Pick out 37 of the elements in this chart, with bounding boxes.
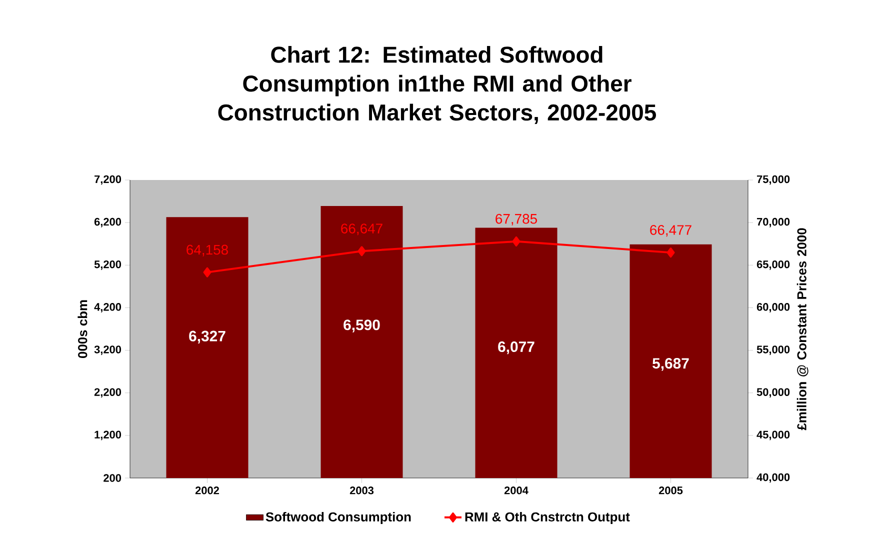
y2-tick-label: 60,000 <box>756 303 790 312</box>
y-tick-label: 200 <box>104 474 122 482</box>
y-tick-label: 1,200 <box>94 430 122 440</box>
chart-title: Chart 12: Estimated Softwood Consumption in1the RMI and Other Construction Market Sectors, 2002-2005 <box>218 46 656 124</box>
y-tick-label: 3,200 <box>94 346 122 355</box>
x-tick-label: 2004 <box>504 486 528 494</box>
y-tick-label: 5,200 <box>94 260 122 270</box>
y2-tick-label: 70,000 <box>756 218 790 228</box>
legend-label: RMI & Oth Cnstrctn Output <box>465 512 630 524</box>
y2-axis-title: £million @ Constant Prices 2000 <box>796 228 808 430</box>
y2-tick-label: 65,000 <box>756 260 790 270</box>
y-axis-title: 000s cbm <box>78 300 88 358</box>
y2-tick-label: 40,000 <box>756 473 790 483</box>
data-label: 5,687 <box>652 358 689 371</box>
legend-label: Softwood Consumption <box>266 512 411 524</box>
data-label: 64,158 <box>186 244 228 256</box>
x-tick-label: 2005 <box>658 486 683 494</box>
data-label: 67,785 <box>496 214 537 226</box>
y2-tick-label: 55,000 <box>756 346 790 355</box>
data-label: 6,327 <box>189 330 226 344</box>
point <box>666 248 675 258</box>
y-tick-label: 7,200 <box>94 175 122 185</box>
y2-tick-label: 50,000 <box>756 388 790 398</box>
data-label: 6,590 <box>344 320 380 332</box>
y-tick-label: 4,200 <box>94 303 122 312</box>
data-label: 66,477 <box>650 225 692 237</box>
point <box>358 246 366 256</box>
point <box>512 236 520 246</box>
x-tick-label: 2003 <box>350 486 374 494</box>
y-tick-label: 2,200 <box>94 388 122 398</box>
data-label: 66,647 <box>341 224 382 236</box>
data-label: 6,077 <box>498 341 534 354</box>
x-tick-label: 2002 <box>195 486 219 494</box>
y-tick-label: 6,200 <box>94 218 122 228</box>
y2-tick-label: 45,000 <box>756 430 790 440</box>
y2-tick-label: 75,000 <box>756 175 790 185</box>
point <box>203 267 212 278</box>
